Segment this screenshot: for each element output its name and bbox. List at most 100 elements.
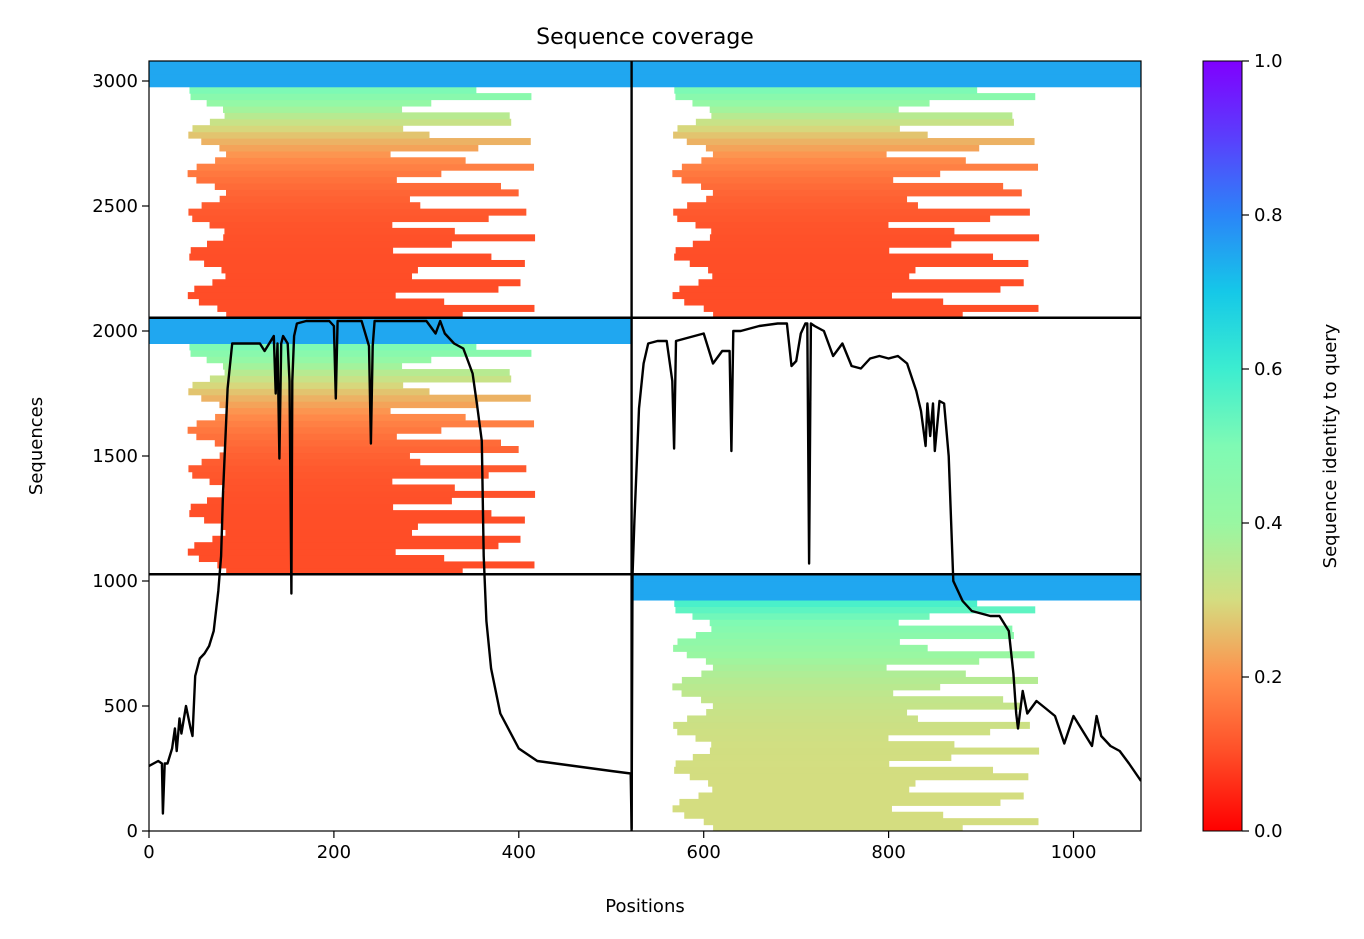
colorbar-tick-label: 0.6 bbox=[1254, 359, 1283, 380]
msa-band bbox=[695, 734, 889, 742]
msa-block bbox=[149, 61, 632, 319]
msa-band bbox=[698, 279, 1024, 287]
msa-band bbox=[217, 304, 535, 312]
msa-band bbox=[196, 420, 535, 428]
msa-band bbox=[687, 715, 918, 723]
msa-band bbox=[187, 292, 396, 300]
msa-band bbox=[209, 375, 512, 383]
msa-band bbox=[226, 150, 391, 158]
msa-band bbox=[705, 657, 980, 665]
msa-band bbox=[219, 452, 410, 460]
msa-band bbox=[631, 67, 1141, 75]
msa-band bbox=[196, 163, 535, 171]
msa-band bbox=[674, 599, 978, 607]
msa-band bbox=[674, 86, 978, 94]
msa-band bbox=[212, 535, 521, 543]
y-tick-label: 3000 bbox=[92, 71, 138, 92]
msa-band bbox=[214, 182, 501, 190]
msa-band bbox=[631, 587, 1141, 595]
msa-band bbox=[701, 157, 966, 165]
y-axis-label: Sequences bbox=[26, 397, 47, 495]
msa-band bbox=[224, 112, 510, 120]
msa-band bbox=[219, 144, 479, 152]
msa-band bbox=[679, 798, 1001, 806]
msa-band bbox=[225, 189, 519, 197]
msa-band bbox=[223, 234, 536, 242]
msa-band bbox=[695, 118, 1014, 126]
msa-band bbox=[201, 202, 421, 210]
msa-band bbox=[190, 93, 532, 101]
msa-band bbox=[673, 208, 1030, 216]
y-axis: 0 500 1000 1500 2000 2500 3000 bbox=[92, 71, 149, 842]
msa-band bbox=[675, 606, 1036, 614]
msa-band bbox=[695, 221, 889, 229]
msa-band bbox=[192, 125, 404, 133]
msa-band bbox=[196, 176, 397, 184]
msa-band bbox=[225, 529, 413, 537]
msa-band bbox=[712, 786, 910, 794]
msa-band bbox=[631, 73, 1141, 81]
coverage-line-layer bbox=[149, 319, 1141, 830]
msa-band bbox=[192, 215, 489, 223]
msa-band bbox=[687, 202, 918, 210]
colorbar-tick-label: 0.0 bbox=[1254, 821, 1283, 842]
msa-band bbox=[689, 259, 1029, 267]
msa-band bbox=[711, 625, 1013, 633]
msa-band bbox=[709, 619, 899, 627]
msa-band bbox=[712, 189, 1022, 197]
msa-band bbox=[219, 401, 479, 409]
msa-band bbox=[677, 125, 900, 133]
msa-band bbox=[672, 683, 941, 691]
msa-band bbox=[709, 747, 1040, 755]
colorbar-tick-label: 0.2 bbox=[1254, 667, 1283, 688]
msa-blocks bbox=[149, 61, 1141, 831]
msa-band bbox=[223, 490, 536, 498]
msa-band bbox=[192, 471, 489, 479]
x-tick-label: 200 bbox=[317, 842, 351, 863]
msa-band bbox=[206, 356, 432, 364]
x-tick-label: 1000 bbox=[1051, 842, 1097, 863]
msa-band bbox=[686, 651, 1035, 659]
msa-band bbox=[711, 741, 955, 749]
msa-band bbox=[226, 567, 463, 575]
colorbar bbox=[1202, 60, 1243, 832]
msa-band bbox=[149, 61, 632, 69]
msa-band bbox=[675, 93, 1036, 101]
msa-band bbox=[194, 542, 499, 550]
msa-band bbox=[692, 612, 930, 620]
msa-band bbox=[711, 227, 955, 235]
msa-block bbox=[631, 574, 1141, 831]
msa-band bbox=[188, 465, 527, 473]
msa-band bbox=[631, 593, 1141, 601]
msa-band bbox=[708, 266, 916, 274]
msa-band bbox=[215, 157, 466, 165]
msa-band bbox=[194, 285, 499, 293]
colorbar-label: Sequence identity to query bbox=[1320, 323, 1341, 568]
msa-band bbox=[187, 170, 442, 178]
y-tick-label: 2500 bbox=[92, 196, 138, 217]
msa-band bbox=[192, 381, 404, 389]
msa-band bbox=[712, 150, 887, 158]
msa-band bbox=[679, 285, 1001, 293]
msa-band bbox=[212, 279, 521, 287]
x-axis-label: Positions bbox=[605, 896, 684, 917]
msa-band bbox=[713, 824, 963, 831]
msa-band bbox=[219, 195, 410, 203]
msa-band bbox=[689, 773, 1029, 781]
x-tick-label: 600 bbox=[687, 842, 721, 863]
msa-band bbox=[675, 760, 890, 768]
msa-band bbox=[631, 574, 1141, 582]
msa-band bbox=[189, 510, 492, 518]
msa-band bbox=[677, 728, 991, 736]
msa-band bbox=[149, 80, 632, 88]
msa-band bbox=[224, 369, 510, 377]
colorbar-tick-label: 0.4 bbox=[1254, 513, 1283, 534]
msa-band bbox=[672, 805, 892, 813]
msa-band bbox=[631, 61, 1141, 69]
msa-band bbox=[703, 818, 1039, 826]
plot-frame bbox=[148, 60, 1142, 832]
msa-band bbox=[673, 721, 1030, 729]
msa-band bbox=[706, 709, 908, 717]
msa-band bbox=[215, 413, 466, 421]
msa-band bbox=[674, 253, 994, 261]
